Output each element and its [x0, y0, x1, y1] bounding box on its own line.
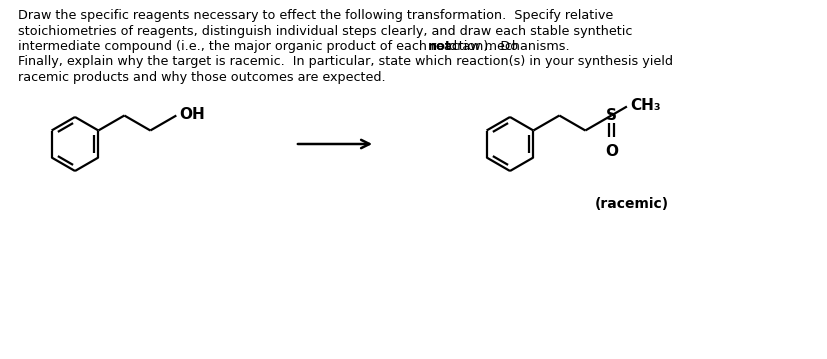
Text: draw mechanisms.: draw mechanisms. [444, 40, 569, 53]
Text: OH: OH [179, 107, 205, 122]
Text: racemic products and why those outcomes are expected.: racemic products and why those outcomes … [18, 71, 385, 84]
Text: S: S [605, 108, 616, 123]
Text: CH₃: CH₃ [629, 98, 660, 113]
Text: O: O [604, 144, 617, 159]
Text: Draw the specific reagents necessary to effect the following transformation.  Sp: Draw the specific reagents necessary to … [18, 9, 613, 22]
Text: (racemic): (racemic) [594, 197, 667, 211]
Text: intermediate compound (i.e., the major organic product of each reaction).  Do: intermediate compound (i.e., the major o… [18, 40, 522, 53]
Text: Finally, explain why the target is racemic.  In particular, state which reaction: Finally, explain why the target is racem… [18, 56, 672, 69]
Text: stoichiometries of reagents, distinguish individual steps clearly, and draw each: stoichiometries of reagents, distinguish… [18, 24, 632, 37]
Text: not: not [427, 40, 451, 53]
